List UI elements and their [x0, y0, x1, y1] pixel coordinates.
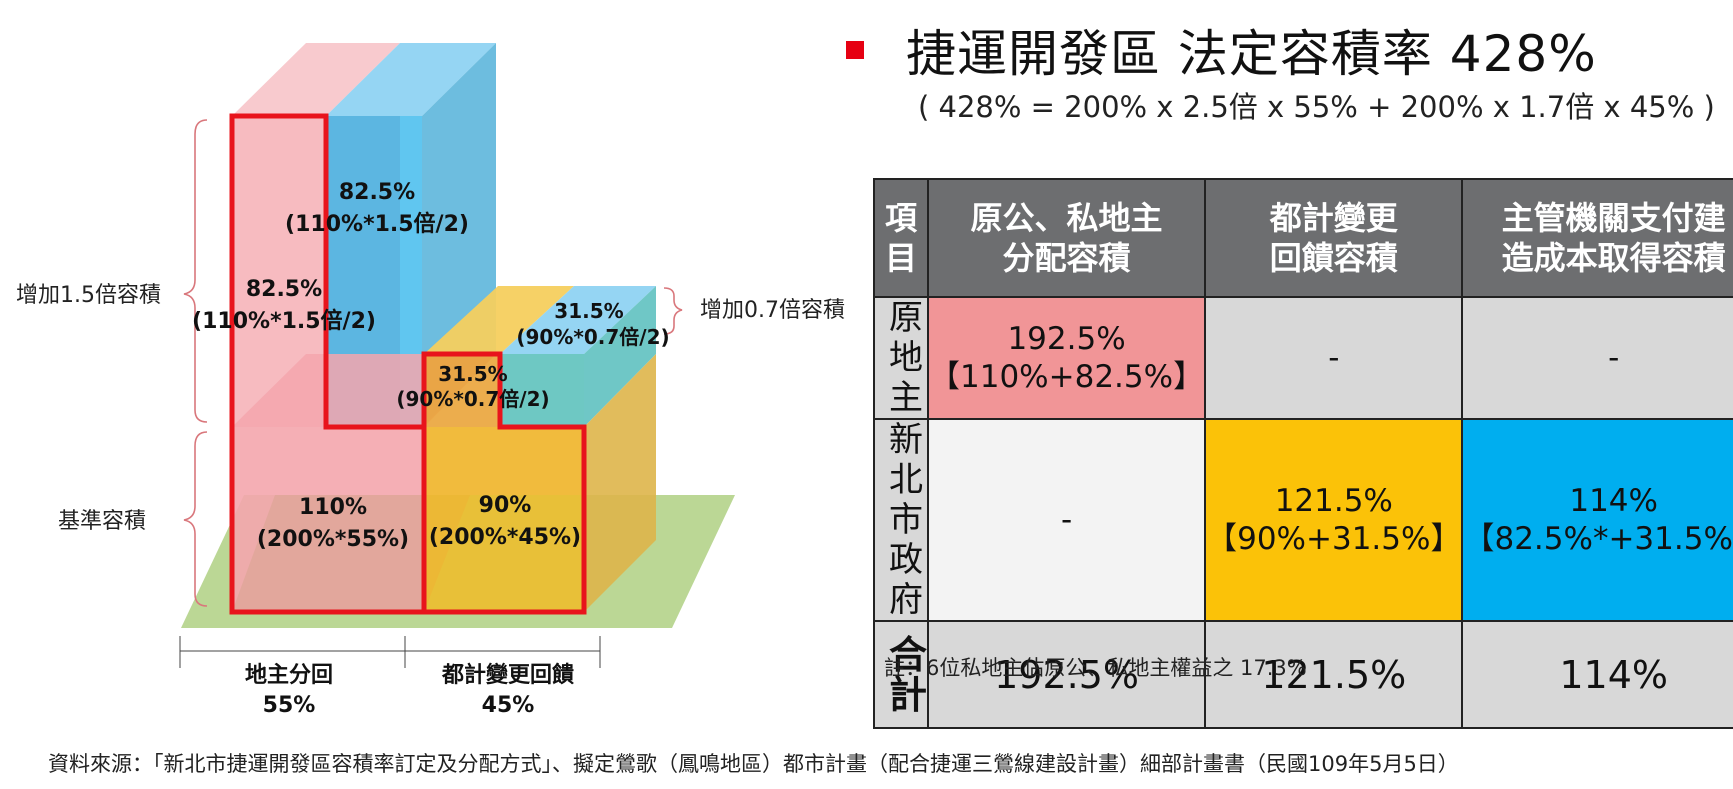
table-row: 新北市 政府 - 121.5% 【90%+31.5%】 114% 【82.5%*+31… [872, 418, 1733, 622]
pink-upper-formula: (110%*1.5倍/2) [192, 308, 376, 334]
cell-gov-feedback: 121.5% 【90%+31.5%】 [1204, 418, 1464, 622]
total-authority: 114% [1461, 620, 1733, 729]
volume-diagram: 82.5% (110%*1.5倍/2) 82.5% (110%*1.5倍/2) … [16, 43, 845, 718]
yellow-upper-front [424, 354, 500, 427]
total-allocation: 192.5% [927, 620, 1207, 729]
cell-owner-allocation: 192.5% 【110%+82.5%】 [927, 296, 1207, 420]
row-label-original-owner: 原地主 [872, 296, 930, 420]
blue-tall-top [326, 43, 496, 116]
table-row: 原地主 192.5% 【110%+82.5%】 - - [872, 296, 1733, 420]
yellow-base-side [584, 354, 656, 612]
cell-owner-authority: - [1461, 296, 1733, 420]
blue-small-side [584, 286, 656, 427]
total-feedback: 121.5% [1204, 620, 1464, 729]
upper-brace [183, 119, 208, 423]
allocation-table: 項目 原公、私地主 分配容積 都計變更 回饋容積 主管機關支付建 造成本取得容積 原地… [872, 178, 1733, 729]
right-brace [663, 287, 683, 335]
upper-brace-label: 增加1.5倍容積 [16, 283, 161, 308]
cell-gov-authority: 114%【82.5%*+31.5%】 [1461, 418, 1733, 622]
pink-tall-top [232, 43, 400, 116]
yellow-upper-value: 31.5% [438, 362, 507, 386]
feedback-share-pct: 45% [482, 693, 535, 718]
pink-base-formula: (200%*55%) [257, 527, 409, 552]
blue-upper-right-value: 31.5% [554, 299, 623, 323]
blue-small-top [500, 286, 656, 354]
row-label-total: 合計 [872, 620, 930, 729]
blue-small-front [500, 354, 584, 427]
yellow-upper-top [424, 286, 574, 354]
yellow-base-shade [424, 495, 584, 612]
cell-gov-allocation: - [927, 418, 1207, 622]
header-original-owners: 原公、私地主 分配容積 [927, 178, 1207, 298]
yellow-upper-formula: (90%*0.7倍/2) [396, 387, 549, 411]
blue-highlight-stripe [400, 116, 422, 427]
blue-upper-value: 82.5% [339, 180, 415, 205]
header-item: 項目 [872, 178, 930, 298]
title-row: 捷運開發區 法定容積率 428% [846, 18, 1597, 83]
feedback-share-label: 都計變更回饋 [441, 662, 574, 688]
lower-brace-label: 基準容積 [58, 509, 146, 534]
landowner-share-label: 地主分回 [245, 663, 333, 688]
title-formula: ( 428% = 200% x 2.5倍 x 55% + 200% x 1.7倍… [918, 90, 1715, 124]
yellow-base-formula: (200%*45%) [429, 525, 581, 550]
pink-base-shade [232, 495, 424, 612]
table-total-row: 合計 192.5% 121.5% 114% [872, 620, 1733, 729]
blue-tall-front [326, 116, 422, 427]
lower-brace [183, 431, 208, 607]
pink-upper-value: 82.5% [246, 277, 322, 302]
header-authority-cost: 主管機關支付建 造成本取得容積 [1461, 178, 1733, 298]
source-citation: 資料來源：「新北市捷運開發區容積率訂定及分配方式」、擬定鶯歌（鳳鳴地區）都市計畫… [48, 752, 1459, 776]
blue-upper-right-formula: (90%*0.7倍/2) [516, 325, 669, 349]
right-brace-label: 增加0.7倍容積 [700, 298, 845, 323]
yellow-base-value: 90% [479, 493, 532, 518]
title-marker [846, 41, 864, 59]
row-label-new-taipei: 新北市 政府 [872, 418, 930, 622]
landowner-share-pct: 55% [263, 693, 316, 718]
pink-base-value: 110% [299, 495, 367, 520]
feedback-outline [421, 351, 587, 615]
page-title: 捷運開發區 法定容積率 428% [906, 25, 1597, 83]
table-note: 註：6位私地主佔原公、私地主權益之 17.3% [884, 656, 1307, 680]
cell-owner-feedback: - [1204, 296, 1464, 420]
pink-tall-front [232, 116, 326, 427]
blue-upper-formula: (110%*1.5倍/2) [285, 211, 469, 237]
header-feedback: 都計變更 回饋容積 [1204, 178, 1464, 298]
table-header-row: 項目 原公、私地主 分配容積 都計變更 回饋容積 主管機關支付建 造成本取得容積 [872, 178, 1733, 298]
